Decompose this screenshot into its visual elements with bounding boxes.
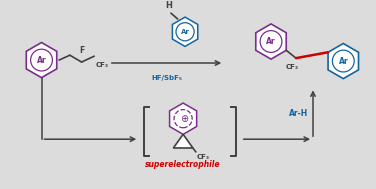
- Text: HF/SbF₅: HF/SbF₅: [151, 75, 182, 81]
- Polygon shape: [256, 24, 286, 59]
- Text: Ar: Ar: [338, 57, 348, 66]
- Text: F: F: [79, 46, 84, 55]
- Text: ⊕: ⊕: [180, 114, 188, 124]
- Text: superelectrophile: superelectrophile: [146, 160, 221, 169]
- Text: Ar-H: Ar-H: [289, 109, 308, 118]
- Polygon shape: [26, 43, 57, 78]
- Text: CF₃: CF₃: [197, 154, 210, 160]
- Polygon shape: [172, 17, 198, 46]
- Text: H: H: [165, 1, 172, 10]
- Text: Ar: Ar: [180, 29, 190, 35]
- Polygon shape: [170, 103, 197, 134]
- Text: CF₃: CF₃: [95, 62, 108, 68]
- Text: Ar: Ar: [37, 56, 46, 65]
- Text: Ar: Ar: [266, 37, 276, 46]
- Text: CF₃: CF₃: [286, 64, 299, 70]
- Polygon shape: [328, 43, 358, 79]
- Polygon shape: [173, 134, 193, 148]
